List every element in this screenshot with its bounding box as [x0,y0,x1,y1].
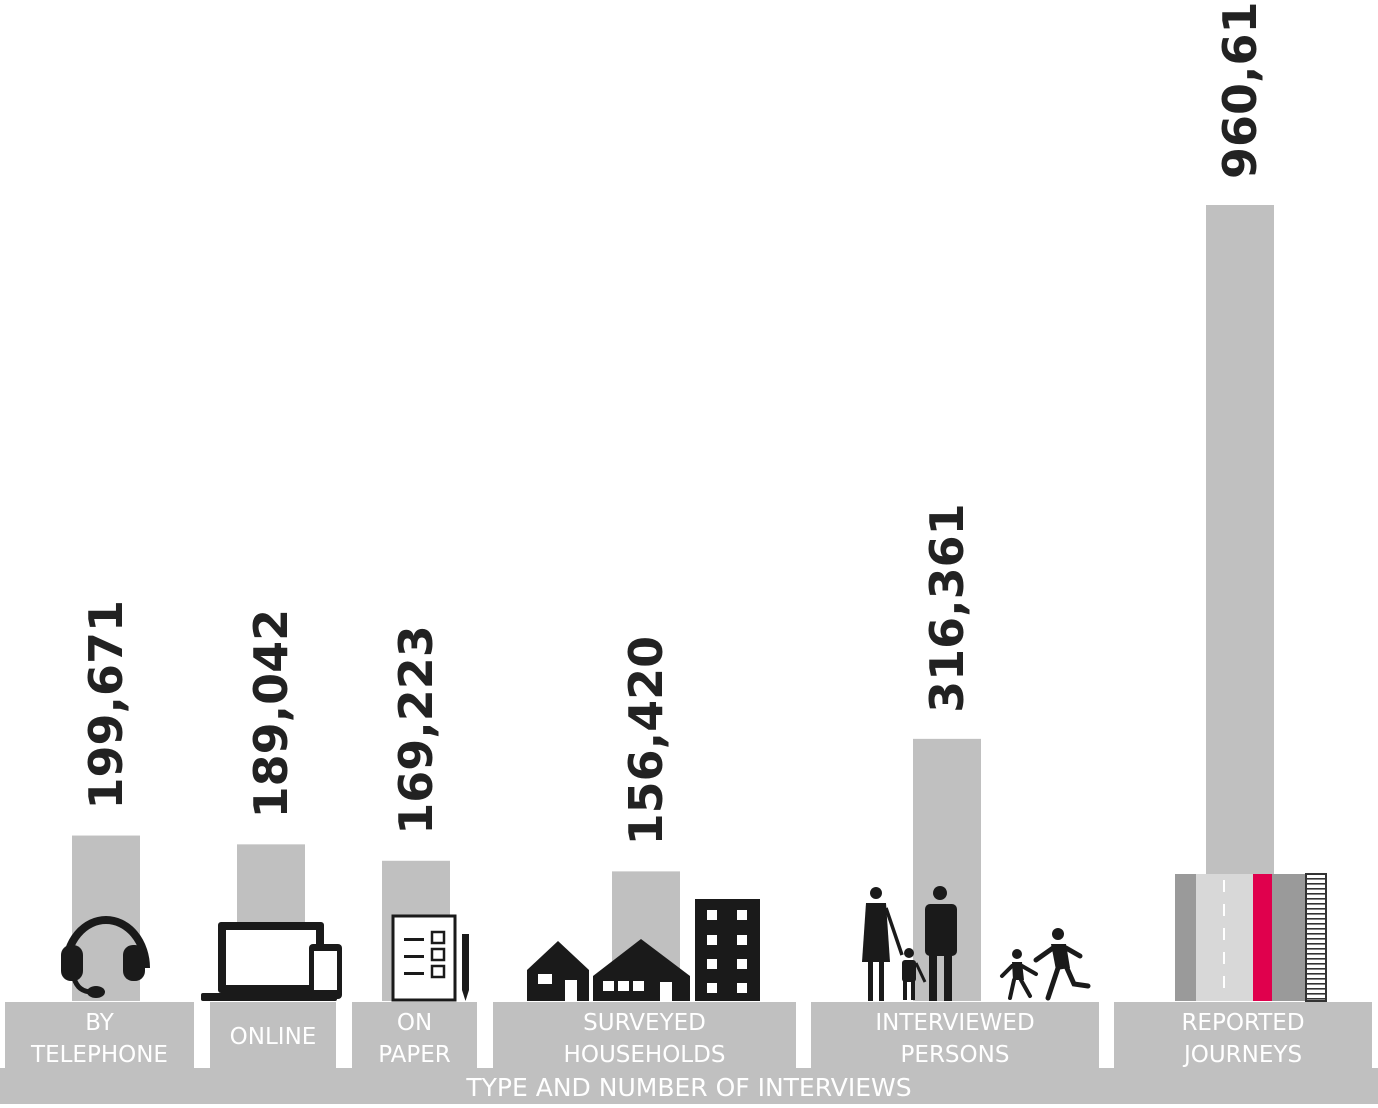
paper-form-icon [391,914,469,1002]
value-label-1: 189,042 [244,609,298,819]
icon-layer [61,873,1327,1002]
laptop-phone-icon [201,922,342,1001]
category-labels: BY TELEPHONE ONLINE ON PAPER SURVEYED HOUSEHOL… [30,1010,1305,1068]
bars-layer [72,205,1274,1001]
category-label-3: SURVEYED HOUSEHOLDS [564,1010,726,1068]
value-label-2: 169,223 [389,625,443,835]
value-label-4: 316,361 [920,503,974,713]
value-labels: 199,671 189,042 169,223 156,420 316,361 960,6… [79,0,1267,845]
value-label-3: 156,420 [619,636,673,846]
category-label-2: ON PAPER [378,1010,451,1068]
chart-title: TYPE AND NUMBER OF INTERVIEWS [465,1073,911,1102]
category-box-0 [5,1002,194,1070]
category-box-1 [210,1002,336,1070]
base-layer [0,1002,1378,1104]
bar-5 [1206,205,1274,1001]
value-label-0: 199,671 [79,600,133,810]
value-label-5: 960,619 [1213,0,1267,179]
houses-icon [527,899,760,1001]
category-label-5: REPORTED JOURNEYS [1181,1010,1304,1068]
title-band [0,1068,1378,1104]
category-box-3 [493,1002,796,1070]
category-box-2 [352,1002,477,1070]
family-icon [862,886,1091,1001]
category-label-1: ONLINE [230,1024,317,1050]
category-label-4: INTERVIEWED PERSONS [875,1010,1034,1068]
category-label-0: BY TELEPHONE [30,1010,168,1068]
headset-icon [61,916,150,998]
category-box-4 [811,1002,1099,1070]
road-icon [1175,873,1327,1002]
category-box-5 [1114,1002,1372,1070]
